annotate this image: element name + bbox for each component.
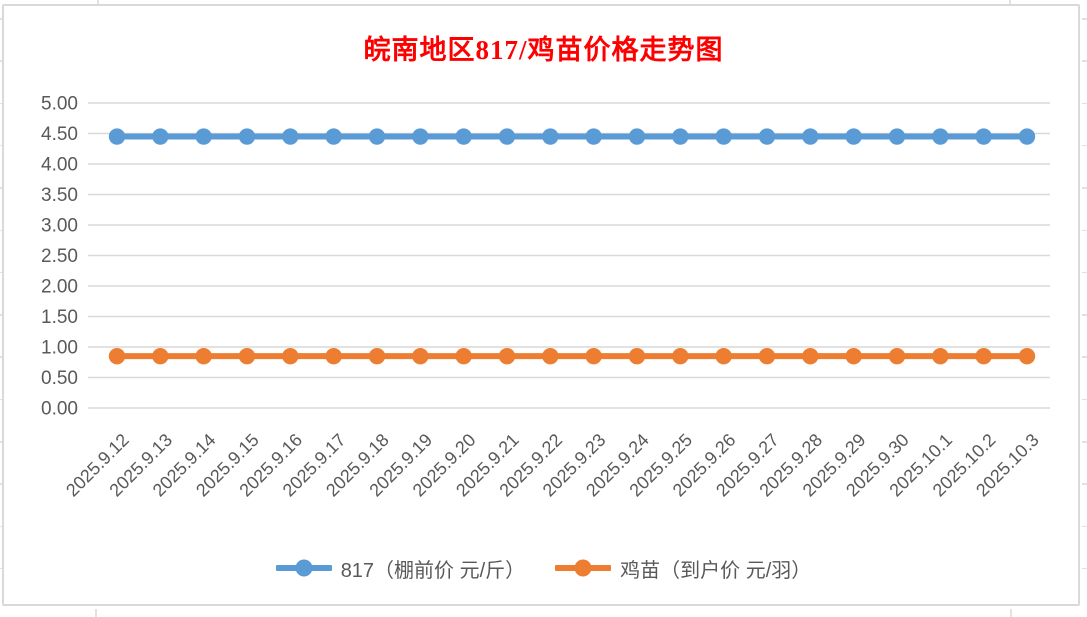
- spreadsheet-gridline-stub: [1082, 18, 1087, 20]
- spreadsheet-gridline-stub: [1082, 567, 1087, 570]
- spreadsheet-gridline-stub: [0, 271, 2, 274]
- y-axis-tick-label: 0.50: [41, 368, 78, 389]
- chart-title: 皖南地区817/鸡苗价格走势图: [363, 35, 724, 65]
- series-1-point: [108, 347, 126, 365]
- spreadsheet-gridline-stub: [0, 314, 2, 316]
- spreadsheet-gridline-stub: [0, 60, 2, 62]
- series-0-point: [282, 128, 299, 145]
- series-1-point: [758, 347, 776, 365]
- spreadsheet-gridline-stub: [1082, 525, 1087, 528]
- spreadsheet-gridline-stub: [1082, 271, 1087, 274]
- y-axis-tick-label: 1.00: [41, 338, 78, 359]
- spreadsheet-gridline-stub: [95, 609, 97, 617]
- series-0-point: [1018, 128, 1036, 145]
- spreadsheet-gridline-stub: [0, 187, 2, 189]
- series-0-point: [195, 128, 212, 145]
- series-1-point: [628, 347, 646, 365]
- spreadsheet-gridline-stub: [1082, 229, 1087, 231]
- spreadsheet-gridline-stub: [1082, 441, 1087, 443]
- y-axis-tick-label: 5.00: [41, 94, 78, 115]
- series-1-point: [845, 347, 862, 365]
- series-1-point: [802, 347, 819, 365]
- spreadsheet-gridline-stub: [0, 398, 2, 401]
- spreadsheet-gridline-stub: [0, 483, 2, 485]
- series-1-point: [152, 347, 169, 365]
- spreadsheet-gridline-stub: [0, 229, 2, 231]
- series-0-point: [802, 128, 819, 145]
- legend-item-817[interactable]: 817（棚前价 元/斤）: [275, 554, 526, 583]
- spreadsheet-gridline-stub: [1082, 356, 1087, 358]
- y-axis-tick-label: 0.00: [41, 399, 78, 420]
- series-1-point: [325, 347, 342, 365]
- spreadsheet-gridline-stub: [1082, 483, 1087, 485]
- series-0-point: [152, 128, 169, 145]
- y-axis-tick-label: 4.50: [41, 124, 78, 145]
- legend-marker-817-icon: [275, 565, 332, 571]
- spreadsheet-gridline-stub: [0, 441, 2, 443]
- spreadsheet-gridline-stub: [0, 102, 2, 105]
- series-1-point: [195, 347, 212, 365]
- series-1-point: [1018, 347, 1036, 365]
- series-0-point: [672, 128, 689, 145]
- spreadsheet-gridline-stub: [1082, 314, 1087, 316]
- series-0-point: [585, 128, 602, 145]
- spreadsheet-gridline-stub: [1010, 609, 1012, 617]
- y-axis-tick-label: 4.00: [41, 155, 78, 176]
- series-1-point: [715, 347, 732, 365]
- spreadsheet-gridline-stub: [0, 525, 2, 528]
- series-1-point: [932, 347, 949, 365]
- spreadsheet-gridline-stub: [0, 18, 2, 20]
- series-1-point: [368, 347, 386, 365]
- series-0-point: [758, 128, 776, 145]
- series-1-point: [888, 347, 906, 365]
- series-0-point: [368, 128, 386, 145]
- spreadsheet-gridline-stub: [0, 567, 2, 570]
- legend-label-jimiao: 鸡苗（到户价 元/羽）: [620, 559, 812, 582]
- series-1-point: [412, 347, 429, 365]
- series-1-point: [455, 347, 472, 365]
- spreadsheet-gridline-stub: [1082, 398, 1087, 401]
- series-0-point: [498, 128, 516, 145]
- spreadsheet-gridline-stub: [1082, 102, 1087, 105]
- series-1-point: [542, 347, 559, 365]
- spreadsheet-gridline-stub: [1082, 60, 1087, 62]
- spreadsheet-gridline-stub: [0, 144, 2, 147]
- spreadsheet-gridline-stub: [1082, 187, 1087, 189]
- chart-object[interactable]: [2, 4, 1080, 606]
- y-axis-tick-label: 1.50: [41, 307, 78, 328]
- legend: 817（棚前价 元/斤） 鸡苗（到户价 元/羽）: [0, 548, 1087, 588]
- series-0-point: [108, 128, 126, 145]
- series-0-point: [628, 128, 646, 145]
- series-0-point: [932, 128, 949, 145]
- series-0-point: [888, 128, 906, 145]
- y-axis-tick-label: 3.50: [41, 185, 78, 206]
- spreadsheet-gridline-stub: [1009, 0, 1011, 4]
- legend-label-817: 817（棚前价 元/斤）: [340, 559, 526, 582]
- series-1-point: [238, 347, 256, 365]
- legend-item-jimiao[interactable]: 鸡苗（到户价 元/羽）: [555, 554, 811, 583]
- legend-marker-jimiao-icon: [555, 565, 612, 571]
- series-0-point: [845, 128, 862, 145]
- y-axis-tick-label: 3.00: [41, 216, 78, 237]
- spreadsheet-gridline-stub: [1082, 144, 1087, 147]
- spreadsheet-gridline-stub: [0, 356, 2, 358]
- series-0-point: [455, 128, 472, 145]
- series-1-point: [672, 347, 689, 365]
- series-1-point: [585, 347, 602, 365]
- series-1-point: [282, 347, 299, 365]
- series-0-point: [542, 128, 559, 145]
- series-0-point: [975, 128, 992, 145]
- y-axis-tick-label: 2.50: [41, 246, 78, 267]
- series-0-point: [412, 128, 429, 145]
- y-axis-tick-label: 2.00: [41, 277, 78, 298]
- series-0-point: [238, 128, 256, 145]
- series-0-point: [325, 128, 342, 145]
- series-1-point: [498, 347, 516, 365]
- spreadsheet-gridline-stub: [97, 0, 99, 4]
- series-1-point: [975, 347, 992, 365]
- series-0-point: [715, 128, 732, 145]
